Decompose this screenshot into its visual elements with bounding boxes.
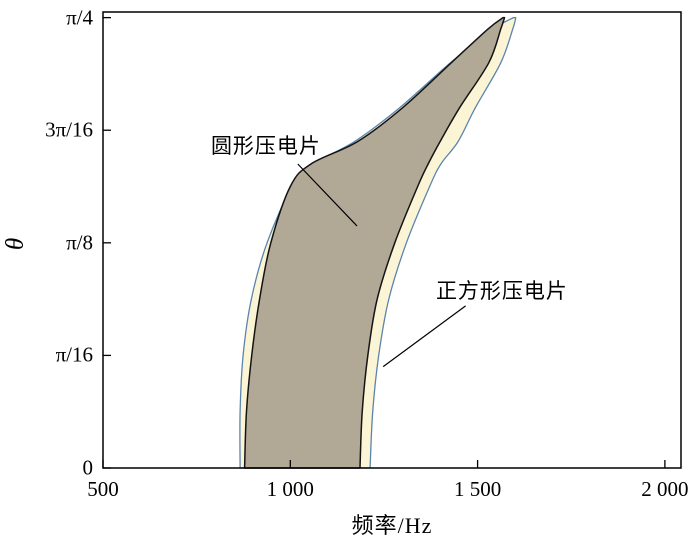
- x-tick-label-1000: 1 000: [266, 477, 314, 501]
- annotation-circular-patch-label: 圆形压电片: [210, 133, 321, 158]
- x-tick-label-500: 500: [87, 477, 119, 501]
- y-axis-title: θ: [2, 237, 30, 251]
- y-tick-label-3pi16: 3π/16: [45, 117, 93, 142]
- x-tick-label-2000: 2 000: [641, 477, 689, 501]
- x-axis-title: 频率/Hz: [351, 513, 433, 538]
- x-tick-label-1500: 1 500: [453, 477, 502, 501]
- y-tick-label-0: 0: [82, 455, 94, 480]
- annotation-square-patch-label: 正方形压电片: [435, 279, 568, 304]
- y-tick-label-pi8: π/8: [66, 230, 93, 255]
- y-tick-label-pi16: π/16: [55, 342, 93, 367]
- y-tick-label-pi4: π/4: [66, 5, 93, 30]
